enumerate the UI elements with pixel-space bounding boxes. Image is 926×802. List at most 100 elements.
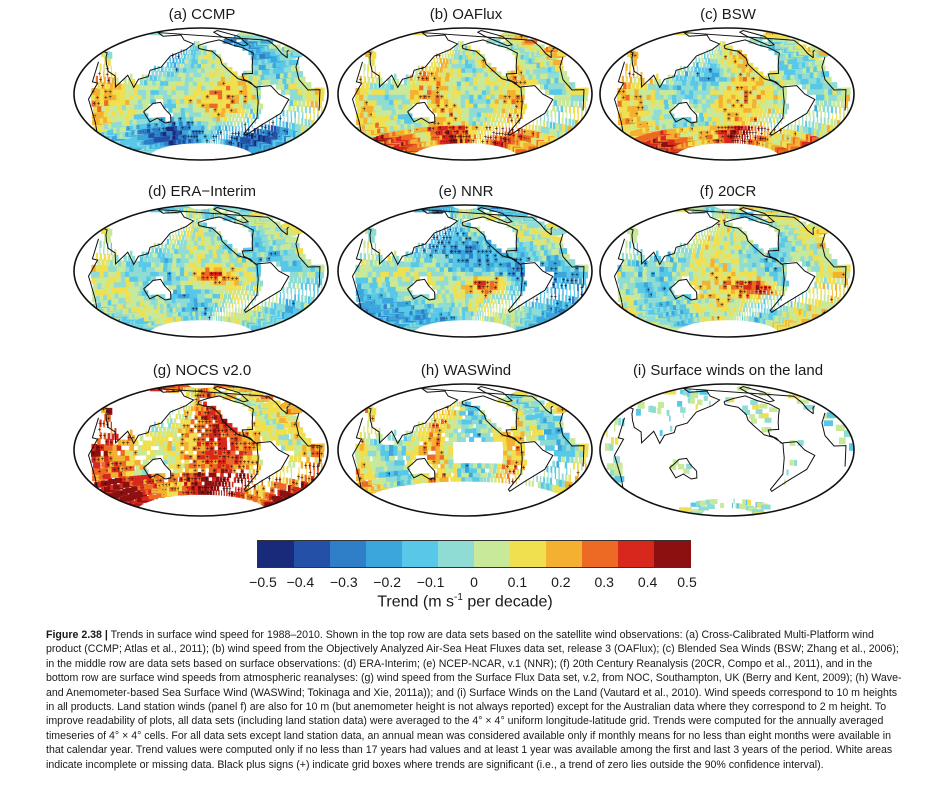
- grid-cell: [822, 105, 826, 113]
- grid-cell: [264, 307, 269, 314]
- grid-cell: [124, 94, 131, 100]
- significance-plus-marker: +: [437, 122, 441, 128]
- grid-cell: [270, 302, 274, 309]
- grid-cell: [440, 80, 445, 86]
- grid-cell: [170, 302, 177, 308]
- grid-cell: [519, 311, 525, 318]
- grid-cell: [101, 282, 109, 289]
- grid-cell: [734, 71, 740, 78]
- grid-cell: [290, 77, 298, 84]
- grid-cell: [805, 115, 807, 122]
- grid-cell: [767, 107, 772, 114]
- grid-cell: [711, 129, 717, 135]
- grid-cell: [197, 58, 202, 64]
- grid-cell: [154, 89, 160, 95]
- grid-cell: [262, 129, 266, 136]
- grid-cell: [739, 102, 745, 109]
- grid-cell: [97, 282, 105, 290]
- grid-cell: [388, 94, 395, 100]
- grid-cell: [188, 94, 194, 100]
- significance-plus-marker: +: [757, 127, 761, 133]
- grid-cell: [836, 120, 841, 128]
- grid-cell: [142, 261, 147, 268]
- grid-cell: [208, 138, 211, 144]
- grid-cell: [238, 84, 244, 91]
- grid-cell: [173, 62, 177, 68]
- grid-cell: [126, 114, 134, 121]
- grid-cell: [250, 294, 253, 301]
- grid-cell: [221, 85, 228, 91]
- grid-cell: [184, 271, 190, 277]
- grid-cell: [485, 85, 492, 91]
- grid-cell: [294, 116, 296, 124]
- grid-cell: [192, 213, 195, 219]
- grid-cell: [500, 75, 507, 81]
- grid-cell: [468, 120, 473, 126]
- grid-cell: [647, 104, 655, 111]
- grid-cell: [490, 67, 497, 73]
- significance-plus-marker: +: [508, 113, 512, 119]
- significance-plus-marker: +: [495, 127, 499, 133]
- grid-cell: [107, 287, 116, 294]
- grid-cell: [655, 88, 661, 95]
- grid-cell: [290, 110, 293, 118]
- grid-cell: [314, 87, 321, 95]
- grid-cell: [216, 111, 221, 118]
- grid-cell: [468, 58, 473, 64]
- grid-cell: [220, 315, 223, 322]
- grid-cell: [756, 121, 759, 127]
- grid-cell: [292, 50, 305, 57]
- grid-cell: [517, 305, 520, 311]
- grid-cell: [363, 99, 371, 107]
- grid-cell: [460, 80, 466, 86]
- grid-cell: [300, 125, 306, 133]
- grid-cell: [310, 264, 317, 272]
- grid-cell: [226, 120, 230, 127]
- significance-plus-marker: +: [205, 139, 209, 145]
- grid-cell: [182, 67, 187, 73]
- significance-plus-marker: +: [418, 72, 422, 78]
- grid-cell: [281, 265, 287, 272]
- grid-cell: [139, 108, 147, 114]
- grid-cell: [222, 89, 228, 95]
- grid-cell: [469, 94, 475, 100]
- grid-cell: [457, 138, 462, 144]
- grid-cell: [192, 54, 196, 60]
- grid-cell: [483, 297, 487, 304]
- grid-cell: [251, 103, 255, 110]
- grid-cell: [711, 49, 714, 55]
- grid-cell: [716, 124, 722, 131]
- grid-cell: [512, 309, 516, 316]
- grid-cell: [667, 94, 673, 100]
- grid-cell: [234, 261, 240, 268]
- grid-cell: [302, 265, 308, 272]
- grid-cell: [230, 85, 236, 91]
- significance-plus-marker: +: [97, 101, 101, 107]
- grid-cell: [655, 99, 662, 105]
- significance-plus-marker: +: [720, 126, 724, 132]
- grid-cell: [230, 102, 235, 109]
- grid-cell: [659, 94, 665, 100]
- grid-cell: [363, 63, 366, 71]
- grid-cell: [384, 94, 390, 100]
- grid-cell: [486, 94, 492, 100]
- grid-cell: [217, 275, 223, 281]
- grid-cell: [784, 108, 788, 115]
- grid-cell: [193, 253, 198, 259]
- grid-cell: [512, 132, 516, 139]
- grid-cell: [298, 301, 302, 309]
- grid-cell: [486, 139, 489, 145]
- grid-cell: [203, 231, 209, 237]
- grid-cell: [192, 94, 198, 100]
- grid-cell: [766, 131, 769, 138]
- significance-plus-marker: +: [734, 126, 738, 132]
- grid-cell: [137, 98, 144, 105]
- grid-cell: [201, 72, 206, 78]
- grid-cell: [221, 311, 223, 317]
- grid-cell: [248, 112, 252, 119]
- grid-cell: [369, 82, 374, 90]
- significance-plus-marker: +: [506, 133, 510, 139]
- grid-cell: [548, 83, 555, 90]
- grid-cell: [237, 107, 242, 114]
- grid-cell: [179, 94, 185, 100]
